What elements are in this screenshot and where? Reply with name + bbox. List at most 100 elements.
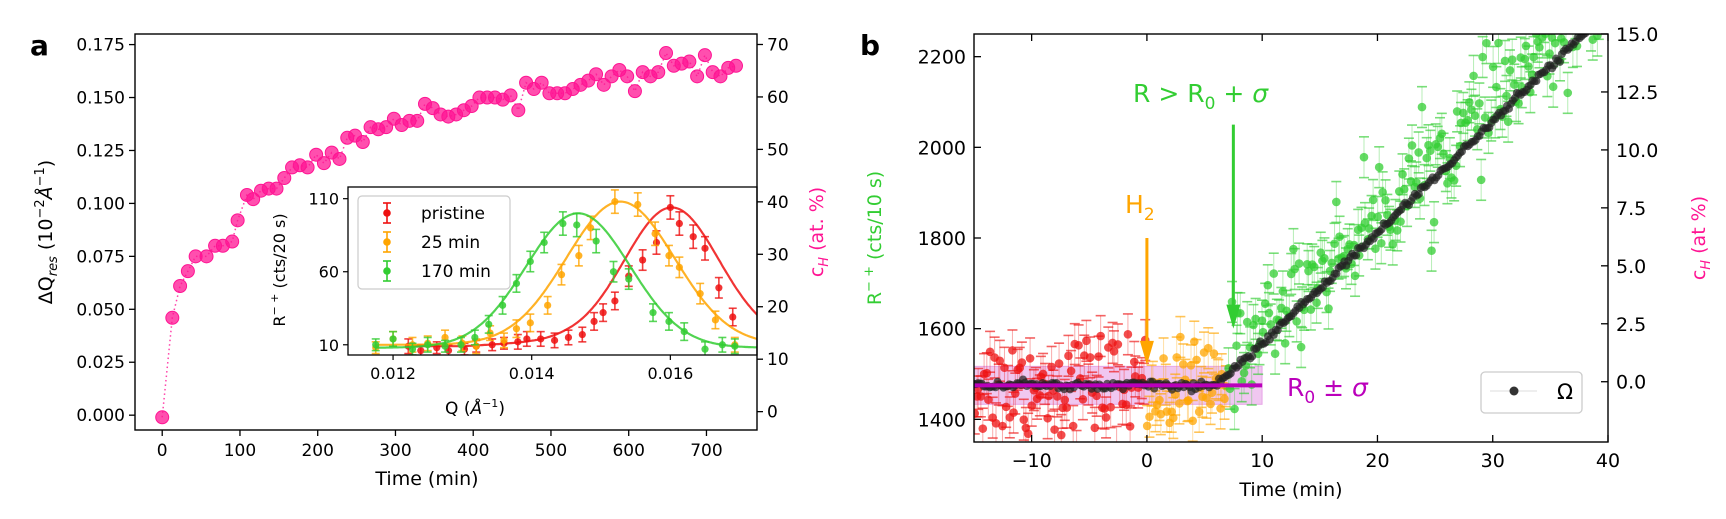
omega-point [1595, 16, 1603, 24]
panel-a: a 0.012 0.014 0.016 10 60 110 pristine 25 min 17… [30, 29, 832, 490]
inset-legend-label: 170 min [421, 262, 491, 282]
data-point [1008, 346, 1017, 355]
data-point [1052, 392, 1062, 401]
panel-a-axes: 0 100 200 300 400 500 600 7000.0000.0250.0500.0… [76, 33, 789, 461]
panel-b-y-axis-label: R− + (cts/10 s) [862, 171, 886, 305]
threshold-arrow-head [1226, 304, 1241, 329]
inset-data-point [559, 219, 567, 228]
annotation-threshold: R > R0 + σ [1133, 79, 1269, 114]
y-tick-label: 0.150 [76, 89, 125, 109]
data-point [978, 424, 988, 433]
panel-b-y2-axis-label: cH (at %) [1688, 196, 1714, 280]
inset-data-point [592, 237, 600, 245]
data-point [1502, 91, 1511, 101]
data-point [1433, 142, 1443, 152]
data-point [1422, 153, 1432, 163]
inset-data-point [611, 198, 619, 206]
x-tick-label: 200 [301, 441, 333, 461]
omega-point [1593, 18, 1601, 26]
inset-data-point [457, 341, 465, 349]
data-point [1202, 393, 1211, 403]
data-point [1220, 394, 1229, 404]
data-point [1503, 117, 1513, 126]
inset-legend-box [357, 195, 511, 290]
data-point [1294, 259, 1304, 268]
omega-point [1581, 34, 1590, 38]
data-point [1085, 353, 1095, 362]
data-point [1068, 421, 1078, 431]
data-point [1359, 152, 1369, 162]
legend-box [1480, 371, 1583, 414]
data-point-dq [269, 181, 284, 196]
inset-data-point [701, 345, 709, 353]
data-point [1414, 148, 1423, 157]
y-tick-label: 0.125 [76, 141, 125, 161]
inset-data-point [715, 284, 723, 292]
data-point-dq [180, 264, 195, 279]
data-point [1113, 340, 1123, 349]
inset-data-point [625, 275, 633, 283]
legend-marker [1509, 386, 1519, 396]
legend-marker [383, 209, 391, 217]
data-point-dq [651, 65, 666, 80]
data-point-dq [690, 69, 705, 84]
inset-x-tick-label: 0.012 [370, 364, 416, 383]
y-tick-label: 2000 [918, 137, 966, 159]
data-point [1411, 178, 1421, 187]
inset-x-axis-label: Q (Å−1) [445, 397, 505, 419]
inset-data-point [526, 319, 534, 327]
panel-a-main-plot [155, 46, 744, 425]
y2-tick-label: 10.0 [1616, 140, 1658, 162]
data-point-dq [627, 84, 642, 99]
data-point [1019, 415, 1029, 424]
inset-data-point [649, 309, 657, 317]
data-point-dq [697, 48, 712, 63]
data-point [1189, 337, 1199, 346]
data-point [982, 368, 992, 378]
inset-x-tick-label: 0.014 [509, 364, 555, 383]
data-point [1565, 5, 1574, 14]
data-point [1374, 162, 1384, 172]
inset-data-point [540, 238, 548, 247]
x-tick-label: 0 [157, 441, 168, 461]
data-point [1186, 361, 1196, 370]
inset-data-point [587, 224, 595, 232]
inset-data-point [441, 333, 449, 342]
x-tick-label: 0 [1141, 450, 1153, 472]
inset-data-point [665, 317, 673, 325]
data-point [1232, 341, 1241, 350]
data-point [1090, 423, 1100, 433]
data-point [1054, 359, 1064, 368]
data-point [1176, 332, 1185, 342]
inset-data-point [389, 335, 397, 343]
y2-tick-label: 12.5 [1616, 82, 1658, 104]
data-point [1216, 404, 1225, 413]
data-point [1292, 317, 1301, 326]
inset-data-point [441, 342, 449, 350]
data-point [1125, 422, 1135, 431]
data-point [1520, 54, 1530, 64]
data-point [1023, 429, 1033, 438]
inset-data-point [512, 325, 521, 333]
data-point [1072, 447, 1081, 456]
y2-tick-label: 20 [767, 298, 789, 318]
legend-label-omega: Ω [1557, 380, 1573, 404]
inset-data-point [550, 336, 559, 344]
panel-b-data [974, 5, 1607, 456]
omega-point [1591, 18, 1599, 26]
data-point [1399, 184, 1409, 194]
inset-x-tick-label: 0.016 [647, 364, 693, 383]
legend-marker [383, 238, 391, 246]
inset-data-point [472, 342, 480, 350]
data-point [1381, 196, 1390, 205]
data-point [1368, 195, 1378, 205]
inset-data [371, 189, 757, 355]
y2-tick-label: 7.5 [1616, 198, 1646, 220]
inset-data-point [639, 256, 647, 264]
inset-data-point [634, 200, 642, 209]
omega-point [1599, 10, 1607, 18]
data-point [1376, 238, 1386, 248]
y-tick-label: 0.075 [76, 247, 125, 267]
data-point [1178, 360, 1188, 369]
inset-data-point [578, 330, 586, 339]
